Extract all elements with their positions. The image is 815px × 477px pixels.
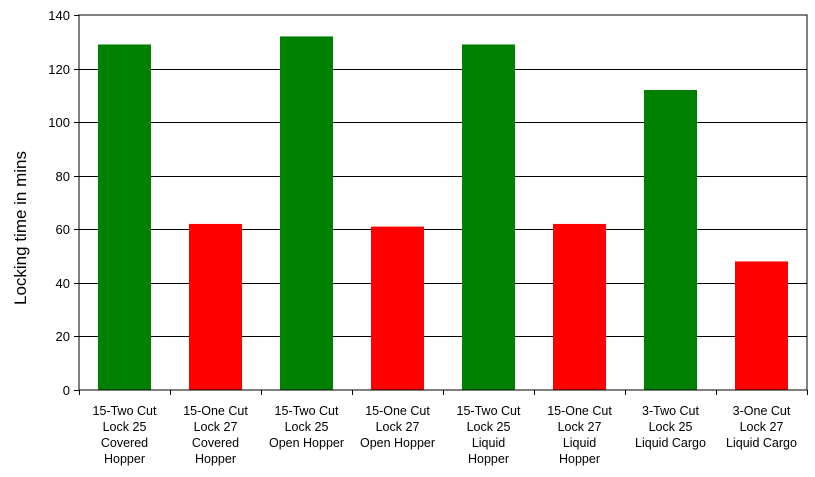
y-tick-label: 0 [63,383,70,398]
bar [644,90,697,390]
plot-area-border [78,14,808,391]
x-tick-label: 3-Two Cut Lock 25 Liquid Cargo [635,404,706,450]
y-tick-label: 80 [56,169,70,184]
bar [98,44,151,390]
tick-labels: 0 20 40 60 80 100 120 140 15-Two Cut Lock 25 Cover… [48,8,797,466]
bar [280,36,333,391]
bar [553,223,606,390]
x-tick-label: 15-Two Cut Lock 25 Liquid Hopper [457,404,521,466]
x-tick-label: 15-One Cut Lock 27 Liquid Hopper [547,404,612,466]
bar [735,261,788,390]
y-tick-label: 20 [56,329,70,344]
x-tick-label: 15-Two Cut Lock 25 Open Hopper [269,404,344,450]
bar [371,226,424,390]
y-tick-label: 40 [56,276,70,291]
y-tick-label: 140 [48,8,70,23]
x-tick-label: 15-Two Cut Lock 25 Covered Hopper [93,404,157,466]
bars [98,36,788,391]
x-tick-label: 3-One Cut Lock 27 Liquid Cargo [726,404,797,450]
x-tick-label: 15-One Cut Lock 27 Open Hopper [360,404,435,450]
axes [74,14,808,395]
gridlines [79,69,807,337]
y-tick-label: 120 [48,62,70,77]
y-tick-label: 100 [48,115,70,130]
x-tick-label: 15-One Cut Lock 27 Covered Hopper [183,404,248,466]
bar [189,223,242,390]
bar [462,44,515,390]
y-tick-label: 60 [56,222,70,237]
y-axis-title: Locking time in mins [11,151,30,305]
